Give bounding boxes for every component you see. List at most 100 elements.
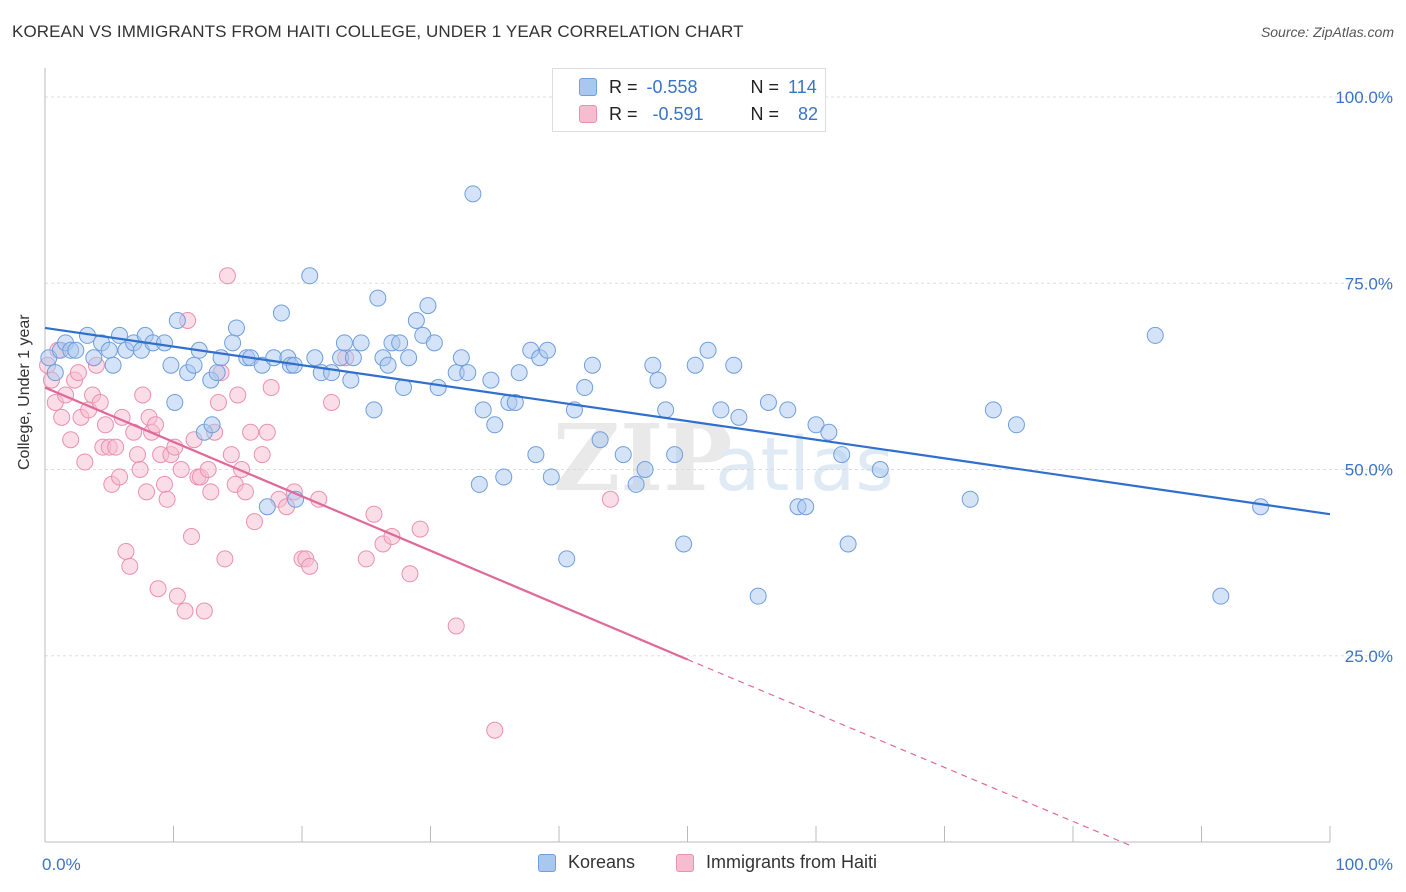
korean-point [306,349,324,367]
haiti-point [202,483,220,501]
haiti-n-label: N = [750,103,785,124]
korean-point [342,371,360,389]
haiti-point [601,490,619,508]
korean-point [807,416,825,434]
haiti-point [134,386,152,404]
korean-point [335,334,353,352]
korean-point [527,446,545,464]
haiti-r-label: R = [609,103,643,124]
source-label: Source: ZipAtlas.com [1260,24,1394,40]
haiti-point [258,423,276,441]
y-tick-label: 75.0% [1345,274,1393,293]
korean-point [400,349,418,367]
korean-point [156,334,174,352]
korean-point [425,334,443,352]
korean-point [100,341,118,359]
korean-point [759,393,777,411]
haiti-point [168,587,186,605]
haiti-trend-extension [687,658,1132,847]
haiti-point [229,386,247,404]
haiti-point [218,267,236,285]
korean-point [984,401,1002,419]
korean-point [227,319,245,337]
korean-point [46,364,64,382]
korean-point [85,349,103,367]
korean-point [558,550,576,568]
haiti-n-value: 82 [798,103,819,124]
korean-point [111,326,129,344]
korean-point [644,356,662,374]
bottom-haiti-swatch [676,853,694,872]
haiti-point [111,468,129,486]
korean-r-label: R = [609,76,643,97]
korean-point [429,379,447,397]
haiti-point [62,431,80,449]
haiti-point [301,557,319,575]
haiti-point [156,475,174,493]
haiti-point [323,393,341,411]
korean-n-label: N = [750,76,785,97]
korean-point [538,341,556,359]
x-tick-label-min: 0.0% [42,855,81,874]
korean-point [699,341,717,359]
korean-point [265,349,283,367]
korean-point [323,364,341,382]
x-tick-label-max: 100.0% [1335,855,1393,874]
stats-legend: R = -0.558 N = 114 R = -0.591 N = 82 [552,68,826,132]
korean-point [272,304,290,322]
korean-point [464,185,482,203]
korean-point [797,498,815,516]
korean-point [301,267,319,285]
axes [44,68,1331,843]
korean-point [583,356,601,374]
trend-lines [44,326,1331,847]
haiti-point [121,557,139,575]
korean-point [510,364,528,382]
haiti-point [129,446,147,464]
haiti-point [262,379,280,397]
bottom-korean-swatch [538,853,556,872]
haiti-point [107,438,125,456]
korean-point [686,356,704,374]
korean-point [591,431,609,449]
korean-point [352,334,370,352]
korean-point [506,393,524,411]
korean-point [636,461,654,478]
haiti-point [199,461,217,478]
korean-point [419,297,437,315]
korean-point [657,401,675,419]
korean-point [675,535,693,553]
korean-point [224,334,242,352]
korean-point [1007,416,1025,434]
korean-point [1252,498,1270,516]
korean-point [779,401,797,419]
korean-point [203,416,221,434]
legend-row-haiti: R = -0.591 N = 82 [579,102,818,126]
tick-labels: 25.0% 50.0% 75.0% 100.0% 0.0% 100.0% [42,88,1393,874]
haiti-point [216,550,234,568]
haiti-point [149,580,167,598]
korean-point [486,416,504,434]
haiti-point [222,446,240,464]
korean-point [839,535,857,553]
korean-point [379,356,397,374]
haiti-point [182,528,200,546]
korean-point [649,371,667,389]
korean-point [576,379,594,397]
korean-r-value: -0.558 [646,76,698,97]
chart-title: KOREAN VS IMMIGRANTS FROM HAITI COLLEGE,… [12,22,744,41]
haiti-point [158,490,176,508]
bottom-haiti-label: Immigrants from Haiti [706,852,878,872]
korean-point [104,356,122,374]
korean-point [67,341,85,359]
haiti-point [69,364,87,382]
korean-point [459,364,477,382]
korean-point [470,475,488,493]
watermark: ZIP atlas [553,404,894,512]
korean-point [452,349,470,367]
haiti-point [176,602,194,620]
korean-point [712,401,730,419]
haiti-point [357,550,375,568]
korean-point [407,312,425,329]
